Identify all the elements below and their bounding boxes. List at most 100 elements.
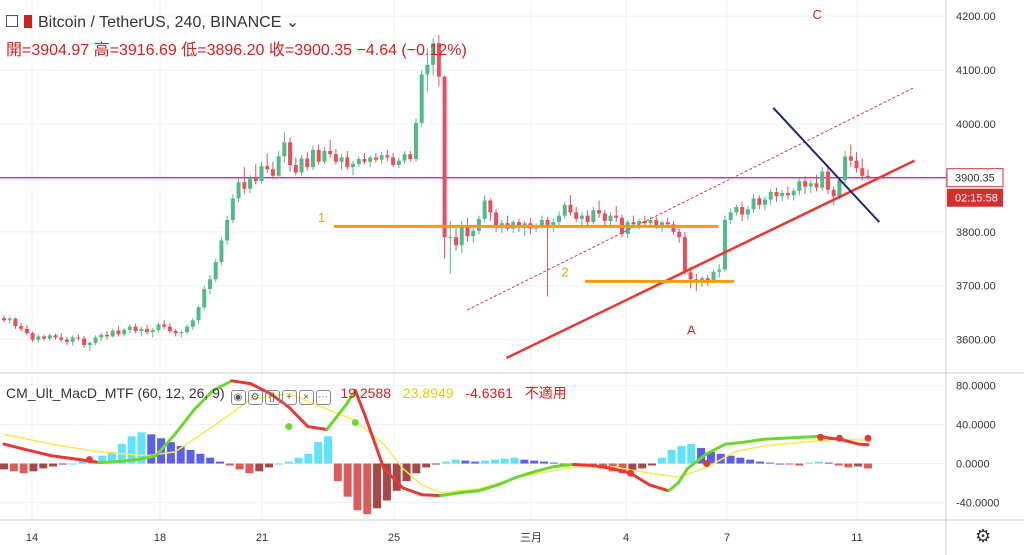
- macd-line-segment: [534, 464, 557, 473]
- add-icon[interactable]: +: [281, 390, 297, 405]
- candle-body: [305, 158, 310, 168]
- candle-body: [225, 219, 230, 241]
- candle-body: [568, 204, 573, 213]
- macd-histogram-bar: [706, 451, 715, 464]
- macd-histogram-bar: [284, 461, 293, 464]
- candle-body: [70, 337, 75, 342]
- price-tick-label: 4200.00: [956, 11, 996, 23]
- candle-body: [454, 237, 459, 246]
- candle-body: [860, 168, 865, 176]
- candle-body: [356, 159, 361, 164]
- macd-line-segment: [705, 442, 728, 456]
- candle-body: [791, 190, 796, 196]
- macd-histogram-bar: [363, 463, 372, 515]
- macd-histogram-bar: [520, 459, 529, 464]
- candle-body: [248, 177, 253, 189]
- macd-histogram-bar: [225, 463, 234, 466]
- macd-histogram-bar: [697, 447, 706, 464]
- candle-body: [99, 334, 104, 338]
- symbol-title[interactable]: Bitcoin / TetherUS, 240, BINANCE: [38, 14, 282, 31]
- settings-icon[interactable]: ⚙: [247, 390, 263, 405]
- candle-body: [230, 198, 235, 220]
- candle-body: [459, 225, 464, 246]
- macd-histogram-bar: [0, 463, 8, 470]
- candle-body: [614, 215, 619, 218]
- price-tick-label: 4000.00: [956, 119, 996, 131]
- candle-body: [688, 272, 693, 280]
- macd-histogram-bar: [451, 459, 460, 464]
- candle-body: [803, 181, 808, 187]
- macd-line-segment: [420, 493, 443, 498]
- candle-body: [419, 74, 424, 123]
- candle-body: [488, 200, 493, 213]
- macd-histogram-bar: [736, 457, 745, 464]
- macd-histogram-bar: [716, 453, 725, 464]
- candle-body: [368, 157, 373, 162]
- candle-body: [717, 269, 722, 272]
- candle-body: [213, 262, 218, 280]
- macd-histogram-bar: [314, 442, 323, 464]
- candle-body: [259, 166, 264, 182]
- candle-body: [665, 222, 670, 225]
- candle-body: [179, 332, 184, 334]
- macd-line-segment: [743, 437, 766, 444]
- candle-body: [843, 156, 848, 181]
- macd-histogram-bar: [324, 436, 332, 464]
- candle-body: [122, 329, 127, 335]
- candle-body: [310, 149, 315, 168]
- macd-line-segment: [572, 463, 595, 467]
- chevron-down-icon[interactable]: ⌄: [281, 14, 300, 31]
- macd-tick-label: 80.0000: [956, 381, 996, 393]
- macd-cross-dot: [864, 434, 872, 442]
- candle-body: [494, 212, 499, 226]
- candle-body: [87, 342, 92, 346]
- macd-histogram-bar: [147, 434, 156, 464]
- source-code-icon[interactable]: {}: [264, 390, 280, 405]
- more-icon[interactable]: ⋯: [315, 390, 331, 405]
- candle-body: [328, 150, 333, 155]
- candle-body: [682, 237, 687, 273]
- macd-histogram-bar: [206, 457, 215, 464]
- macd-histogram-bar: [392, 463, 401, 491]
- candle-body: [642, 221, 647, 224]
- visibility-icon[interactable]: ◉: [230, 390, 246, 405]
- candle-body: [47, 335, 52, 339]
- macd-line-segment: [477, 483, 500, 493]
- candle-body: [774, 191, 779, 197]
- candle-body: [602, 213, 607, 222]
- close-icon[interactable]: ×: [298, 390, 314, 405]
- macd-histogram-bar: [9, 463, 18, 472]
- macd-histogram-bar: [844, 463, 853, 468]
- macd-line-segment: [173, 408, 196, 436]
- macd-histogram-bar: [186, 449, 195, 464]
- macd-line-segment: [496, 475, 519, 487]
- candle-body: [379, 155, 384, 160]
- gear-icon[interactable]: ⚙: [975, 526, 992, 546]
- macd-histogram-bar: [834, 463, 843, 466]
- macd-histogram-bar: [68, 463, 77, 465]
- candle-body: [705, 278, 710, 282]
- collapse-icon[interactable]: [6, 15, 18, 27]
- macd-histogram-bar: [549, 462, 558, 464]
- macd-line-segment: [382, 466, 405, 490]
- candle-body: [436, 43, 441, 77]
- last-price-label: 3900.35: [955, 173, 995, 185]
- downtrend-line: [772, 107, 881, 223]
- price-tick-label: 3800.00: [956, 227, 996, 239]
- candle-body: [236, 182, 241, 199]
- indicator-name[interactable]: CM_Ult_MacD_MTF (60, 12, 26, 9): [6, 385, 225, 401]
- candle-body: [848, 156, 853, 161]
- candle-body: [854, 160, 859, 169]
- macd-histogram-bar: [49, 463, 58, 467]
- candle-body: [476, 218, 481, 231]
- time-tick-label: 25: [388, 532, 400, 544]
- macd-histogram-bar: [814, 461, 823, 464]
- time-tick-label: 11: [851, 532, 862, 544]
- candle-body: [751, 198, 756, 210]
- candle-body: [276, 156, 281, 176]
- macd-histogram-bar: [274, 463, 283, 465]
- macd-line-segment: [686, 452, 709, 470]
- candle-body: [808, 183, 813, 187]
- macd-line-segment: [154, 432, 177, 458]
